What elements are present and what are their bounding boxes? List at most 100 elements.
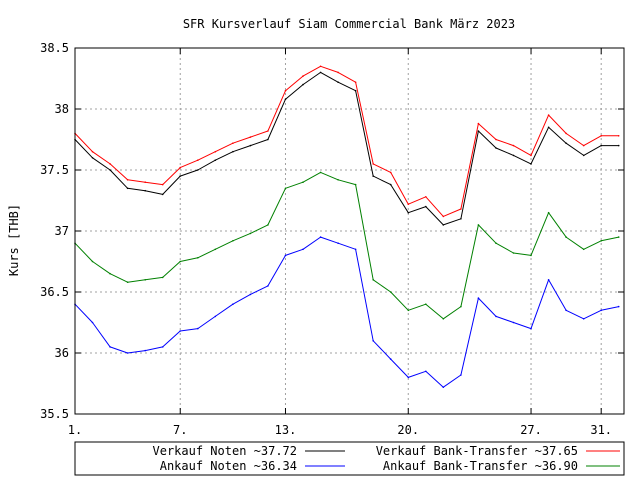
data-point xyxy=(91,150,94,153)
y-tick-label: 38.5 xyxy=(40,41,69,55)
data-point xyxy=(617,135,620,137)
data-point xyxy=(582,154,585,157)
data-point xyxy=(214,315,217,318)
data-point xyxy=(161,276,164,279)
data-point xyxy=(407,376,410,379)
data-point xyxy=(407,203,410,205)
data-point xyxy=(197,327,199,330)
data-point xyxy=(179,166,181,169)
data-point xyxy=(547,126,550,129)
data-point xyxy=(109,346,111,348)
series-verkauf-noten xyxy=(74,71,620,226)
data-point xyxy=(214,150,217,153)
x-tick-label: 1. xyxy=(68,423,82,437)
series-layer xyxy=(74,65,620,389)
data-point xyxy=(495,315,497,318)
data-point xyxy=(214,248,217,251)
data-point xyxy=(372,340,375,342)
data-point xyxy=(214,159,217,161)
series-verkauf-bank-transfer xyxy=(74,65,620,218)
data-point xyxy=(91,321,94,324)
data-point xyxy=(161,346,164,348)
data-point xyxy=(495,242,497,244)
data-point xyxy=(582,318,585,320)
data-point xyxy=(442,386,445,389)
data-point xyxy=(565,132,567,135)
data-point xyxy=(197,159,199,161)
chart-title: SFR Kursverlauf Siam Commercial Bank Mär… xyxy=(183,17,515,31)
y-axis-label: Kurs [THB] xyxy=(7,204,21,276)
data-point xyxy=(565,142,567,144)
data-point xyxy=(389,291,392,293)
data-point xyxy=(337,242,339,244)
data-point xyxy=(144,189,146,192)
data-point xyxy=(161,183,164,186)
data-point xyxy=(284,254,287,257)
y-tick-label: 36 xyxy=(55,346,69,360)
data-point xyxy=(267,224,269,226)
data-point xyxy=(337,81,339,83)
data-point xyxy=(600,144,602,147)
data-point xyxy=(319,71,322,74)
data-point xyxy=(232,240,234,242)
data-point xyxy=(144,279,146,281)
data-point xyxy=(354,81,357,83)
data-point xyxy=(372,163,375,165)
data-point xyxy=(302,181,304,183)
legend-label: Ankauf Noten ~36.34 xyxy=(160,459,297,473)
data-point xyxy=(302,248,304,251)
data-point xyxy=(600,309,602,312)
data-point xyxy=(565,309,567,312)
data-point xyxy=(197,257,199,259)
data-point xyxy=(407,211,410,214)
data-point xyxy=(547,279,550,281)
x-tick-label: 7. xyxy=(173,423,187,437)
data-point xyxy=(530,163,532,165)
data-point xyxy=(495,147,497,149)
series-line-verkauf-bank-transfer xyxy=(74,65,619,217)
y-tick-label: 35.5 xyxy=(40,407,69,421)
data-point xyxy=(354,89,357,92)
data-point xyxy=(144,181,146,183)
data-point xyxy=(460,305,462,308)
data-point xyxy=(232,303,234,306)
data-point xyxy=(582,144,585,147)
data-point xyxy=(617,236,620,238)
data-point xyxy=(477,297,480,299)
data-point xyxy=(267,130,269,132)
data-point xyxy=(249,232,252,235)
y-tick-label: 36.5 xyxy=(40,285,69,299)
data-point xyxy=(372,279,375,281)
series-line-verkauf-noten xyxy=(74,71,619,226)
data-point xyxy=(425,196,427,198)
data-point xyxy=(284,187,287,190)
data-point xyxy=(109,272,111,275)
legend-label: Verkauf Bank-Transfer ~37.65 xyxy=(376,444,578,458)
series-ankauf-noten xyxy=(74,236,620,389)
grid-layer xyxy=(75,48,624,414)
x-tick-label: 27. xyxy=(520,423,542,437)
data-point xyxy=(477,130,480,132)
data-point xyxy=(442,215,445,218)
data-point xyxy=(249,136,252,138)
data-point xyxy=(389,171,392,174)
data-point xyxy=(337,179,339,181)
data-point xyxy=(91,260,94,263)
data-point xyxy=(565,236,567,238)
data-point xyxy=(91,157,94,159)
series-ankauf-bank-transfer xyxy=(74,171,620,320)
data-point xyxy=(530,327,532,330)
data-point xyxy=(161,193,164,196)
data-point xyxy=(512,252,515,254)
data-point xyxy=(232,142,234,144)
legend-frame xyxy=(74,441,625,476)
data-point xyxy=(495,138,497,141)
data-point xyxy=(249,144,252,147)
data-point xyxy=(460,218,462,220)
data-point xyxy=(126,179,129,181)
data-point xyxy=(425,205,427,208)
data-point xyxy=(354,248,357,251)
y-tick-label: 37.5 xyxy=(40,163,69,177)
data-point xyxy=(477,224,480,226)
